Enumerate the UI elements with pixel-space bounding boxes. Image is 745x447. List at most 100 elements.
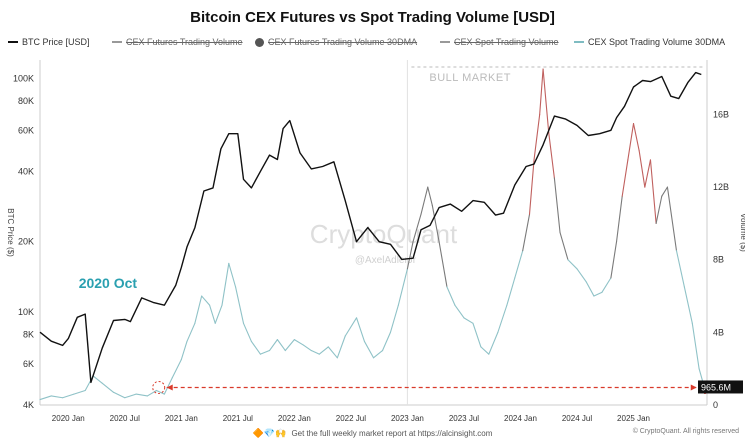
right-tick-label: 0 — [713, 400, 718, 410]
spot-volume-segment — [112, 391, 126, 399]
spot-volume-segment — [318, 346, 329, 355]
spot-volume-segment — [553, 177, 561, 234]
spot-volume-segment — [135, 393, 148, 397]
footer-link-text[interactable]: Get the full weekly market report at htt… — [291, 429, 493, 438]
legend-dot-icon — [255, 37, 264, 47]
spot-volume-segment — [655, 195, 663, 224]
spot-volume-segment — [146, 389, 157, 397]
watermark: CryptoQuant — [310, 219, 458, 249]
right-tick-label: 8B — [713, 255, 724, 265]
spot-volume-segment — [661, 186, 668, 197]
spot-volume-segment — [235, 286, 245, 324]
left-tick-label: 4K — [23, 400, 34, 410]
left-tick-label: 6K — [23, 359, 34, 369]
spot-volume-segment — [539, 68, 544, 116]
spot-volume-segment — [427, 186, 433, 206]
spot-volume-segment — [73, 389, 86, 395]
legend-label: CEX Spot Trading Volume 30DMA — [588, 37, 726, 47]
spot-volume-segment — [124, 393, 137, 399]
spot-volume-segment — [638, 150, 646, 188]
spot-volume-segment — [438, 241, 448, 288]
right-tick-label: 12B — [713, 182, 729, 192]
current-value-badge — [698, 380, 743, 394]
spot-volume-segment — [372, 349, 384, 359]
x-tick-label: 2023 Jan — [391, 414, 424, 423]
legend-item-btc-price[interactable]: BTC Price [USD] — [8, 37, 90, 47]
spot-volume-segment — [497, 304, 508, 333]
spot-volume-segment — [420, 186, 429, 215]
spot-volume-segment — [250, 340, 261, 355]
spot-volume-segment — [585, 280, 595, 297]
spot-volume-segment — [463, 317, 474, 324]
legend-item-spot-volume[interactable]: CEX Spot Trading Volume — [440, 37, 559, 47]
x-tick-label: 2020 Jul — [110, 414, 140, 423]
bull-market-label: BULL MARKET — [429, 72, 511, 84]
left-tick-label: 8K — [23, 330, 34, 340]
spot-volume-segment — [683, 286, 693, 324]
x-tick-label: 2024 Jan — [504, 414, 537, 423]
spot-volume-segment — [92, 375, 103, 384]
spot-volume-segment — [576, 268, 587, 283]
legend-line-icon — [440, 41, 450, 43]
spot-volume-segment — [293, 339, 304, 346]
spot-volume-segment — [336, 335, 346, 359]
legend-line-icon — [574, 41, 584, 43]
right-tick-label: 16B — [713, 109, 729, 119]
left-tick-label: 60K — [18, 125, 34, 135]
spot-volume-segment — [528, 159, 535, 215]
x-tick-label: 2022 Jan — [278, 414, 311, 423]
legend-item-futures-volume-30dma[interactable]: CEX Futures Trading Volume 30DMA — [255, 37, 417, 47]
spot-volume-segment — [627, 123, 635, 161]
footer-icons: 🔶💎🙌 — [252, 428, 287, 438]
spot-volume-segment — [397, 268, 408, 306]
spot-volume-segment — [567, 259, 578, 270]
spot-volume-segment — [242, 322, 252, 342]
legend-label: CEX Spot Trading Volume — [454, 37, 559, 47]
legend-line-icon — [112, 41, 122, 43]
spot-volume-segment — [666, 186, 678, 252]
x-tick-label: 2021 Jul — [223, 414, 253, 423]
spot-volume-segment — [621, 159, 629, 197]
x-tick-label: 2022 Jul — [336, 414, 366, 423]
legend-label: BTC Price [USD] — [22, 37, 90, 47]
legend-item-spot-volume-30dma[interactable]: CEX Spot Trading Volume 30DMA — [574, 37, 725, 47]
spot-volume-segment — [327, 346, 338, 359]
spot-volume-segment — [675, 250, 685, 288]
left-axis-title: BTC Price ($) — [6, 208, 15, 257]
spot-volume-segment — [228, 262, 237, 288]
x-tick-label: 2021 Jan — [165, 414, 198, 423]
spot-volume-segment — [194, 295, 203, 324]
annotation-2020-oct: 2020 Oct — [79, 275, 138, 291]
left-tick-label: 40K — [18, 166, 34, 176]
spot-volume-segment — [284, 339, 295, 352]
left-tick-label: 100K — [13, 73, 34, 83]
spot-volume-segment — [610, 241, 618, 279]
legend-line-icon — [8, 41, 18, 43]
spot-volume-segment — [542, 68, 550, 134]
spot-volume-segment — [649, 159, 657, 224]
spot-volume-segment — [259, 349, 271, 355]
spot-volume-segment — [201, 295, 211, 306]
spot-volume-segment — [601, 277, 612, 293]
spot-volume-segment — [691, 322, 700, 370]
current-value-label: 965.6M — [701, 382, 731, 392]
spot-volume-segment — [533, 113, 541, 161]
legend: BTC Price [USD] CEX Futures Trading Volu… — [8, 37, 743, 53]
legend-label: CEX Futures Trading Volume — [126, 37, 243, 47]
x-tick-label: 2025 Jan — [617, 414, 650, 423]
right-tick-label: 4B — [713, 327, 724, 337]
spot-volume-segment — [644, 159, 652, 188]
x-tick-label: 2024 Jul — [562, 414, 592, 423]
chart-title: Bitcoin CEX Futures vs Spot Trading Volu… — [190, 9, 555, 26]
low-marker-2020-oct — [152, 380, 166, 394]
spot-volume-segment — [514, 250, 524, 279]
spot-volume-segment — [180, 340, 188, 361]
spot-volume-segment — [454, 304, 465, 319]
legend-item-futures-volume[interactable]: CEX Futures Trading Volume — [112, 37, 243, 47]
spot-volume-segment — [522, 213, 531, 252]
legend-label: CEX Futures Trading Volume 30DMA — [268, 37, 418, 47]
spot-volume-segment — [406, 241, 414, 270]
spot-volume-segment — [268, 339, 278, 352]
spot-volume-segment — [214, 304, 223, 324]
